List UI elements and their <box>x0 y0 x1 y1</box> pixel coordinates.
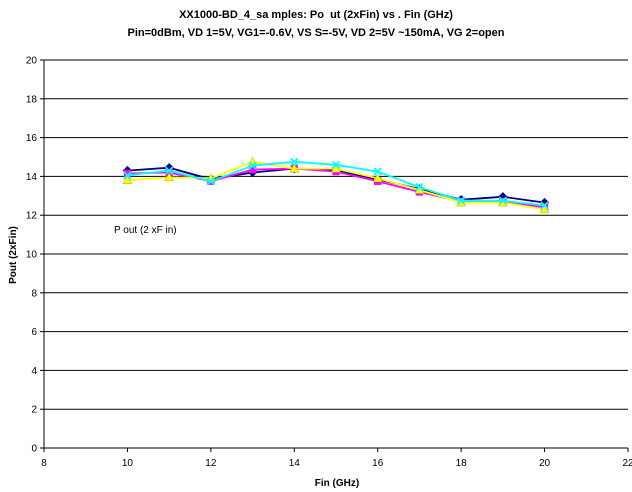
chart-title: XX1000-BD_4_sa mples: Po ut (2xFin) vs .… <box>179 9 453 21</box>
y-tick-label: 12 <box>26 211 38 222</box>
chart-subtitle: Pin=0dBm, VD 1=5V, VG1=-0.6V, VS S=-5V, … <box>127 27 505 39</box>
y-tick-label: 10 <box>26 250 38 261</box>
x-tick-labels: 8 10 12 14 16 18 20 22 <box>41 458 632 469</box>
y-tick-label: 6 <box>31 327 37 338</box>
data-point <box>498 196 507 205</box>
x-tick-label: 20 <box>539 458 551 469</box>
data-point <box>123 171 132 180</box>
data-point <box>122 175 133 185</box>
y-tick-label: 0 <box>31 444 37 455</box>
y-tick-label: 8 <box>31 288 37 299</box>
data-point <box>247 156 258 166</box>
y-tick-labels: 0 2 4 6 8 10 12 14 16 18 20 <box>26 56 38 455</box>
x-tick-label: 8 <box>41 458 47 469</box>
data-point <box>290 157 299 166</box>
y-tick-label: 20 <box>26 56 38 67</box>
data-point <box>540 201 549 210</box>
x-tick-label: 14 <box>289 458 301 469</box>
y-axis-label: Pout (2xFin) <box>8 226 19 284</box>
data-point <box>165 166 174 175</box>
series-group <box>122 156 550 214</box>
x-tick-label: 22 <box>622 458 632 469</box>
series-4 <box>123 157 549 210</box>
x-tick-label: 16 <box>372 458 384 469</box>
data-point <box>331 160 341 169</box>
y-tick-label: 18 <box>26 94 38 105</box>
y-tick-label: 2 <box>31 405 37 416</box>
plot-annotation: P out (2 xF in) <box>114 225 177 236</box>
data-point <box>206 177 215 186</box>
y-tick-label: 14 <box>26 172 38 183</box>
data-point <box>372 173 383 183</box>
x-tick-label: 12 <box>205 458 217 469</box>
data-point <box>289 163 300 173</box>
data-point <box>457 196 466 205</box>
data-point <box>415 182 424 192</box>
x-tick-label: 10 <box>122 458 134 469</box>
data-point <box>373 167 382 176</box>
data-point <box>248 161 257 170</box>
axes <box>40 59 629 452</box>
x-axis-label: Fin (GHz) <box>315 478 359 489</box>
data-point <box>164 172 175 182</box>
y-tick-label: 4 <box>31 366 37 377</box>
x-tick-label: 18 <box>456 458 468 469</box>
y-tick-label: 16 <box>26 133 38 144</box>
grid-lines <box>44 59 628 449</box>
